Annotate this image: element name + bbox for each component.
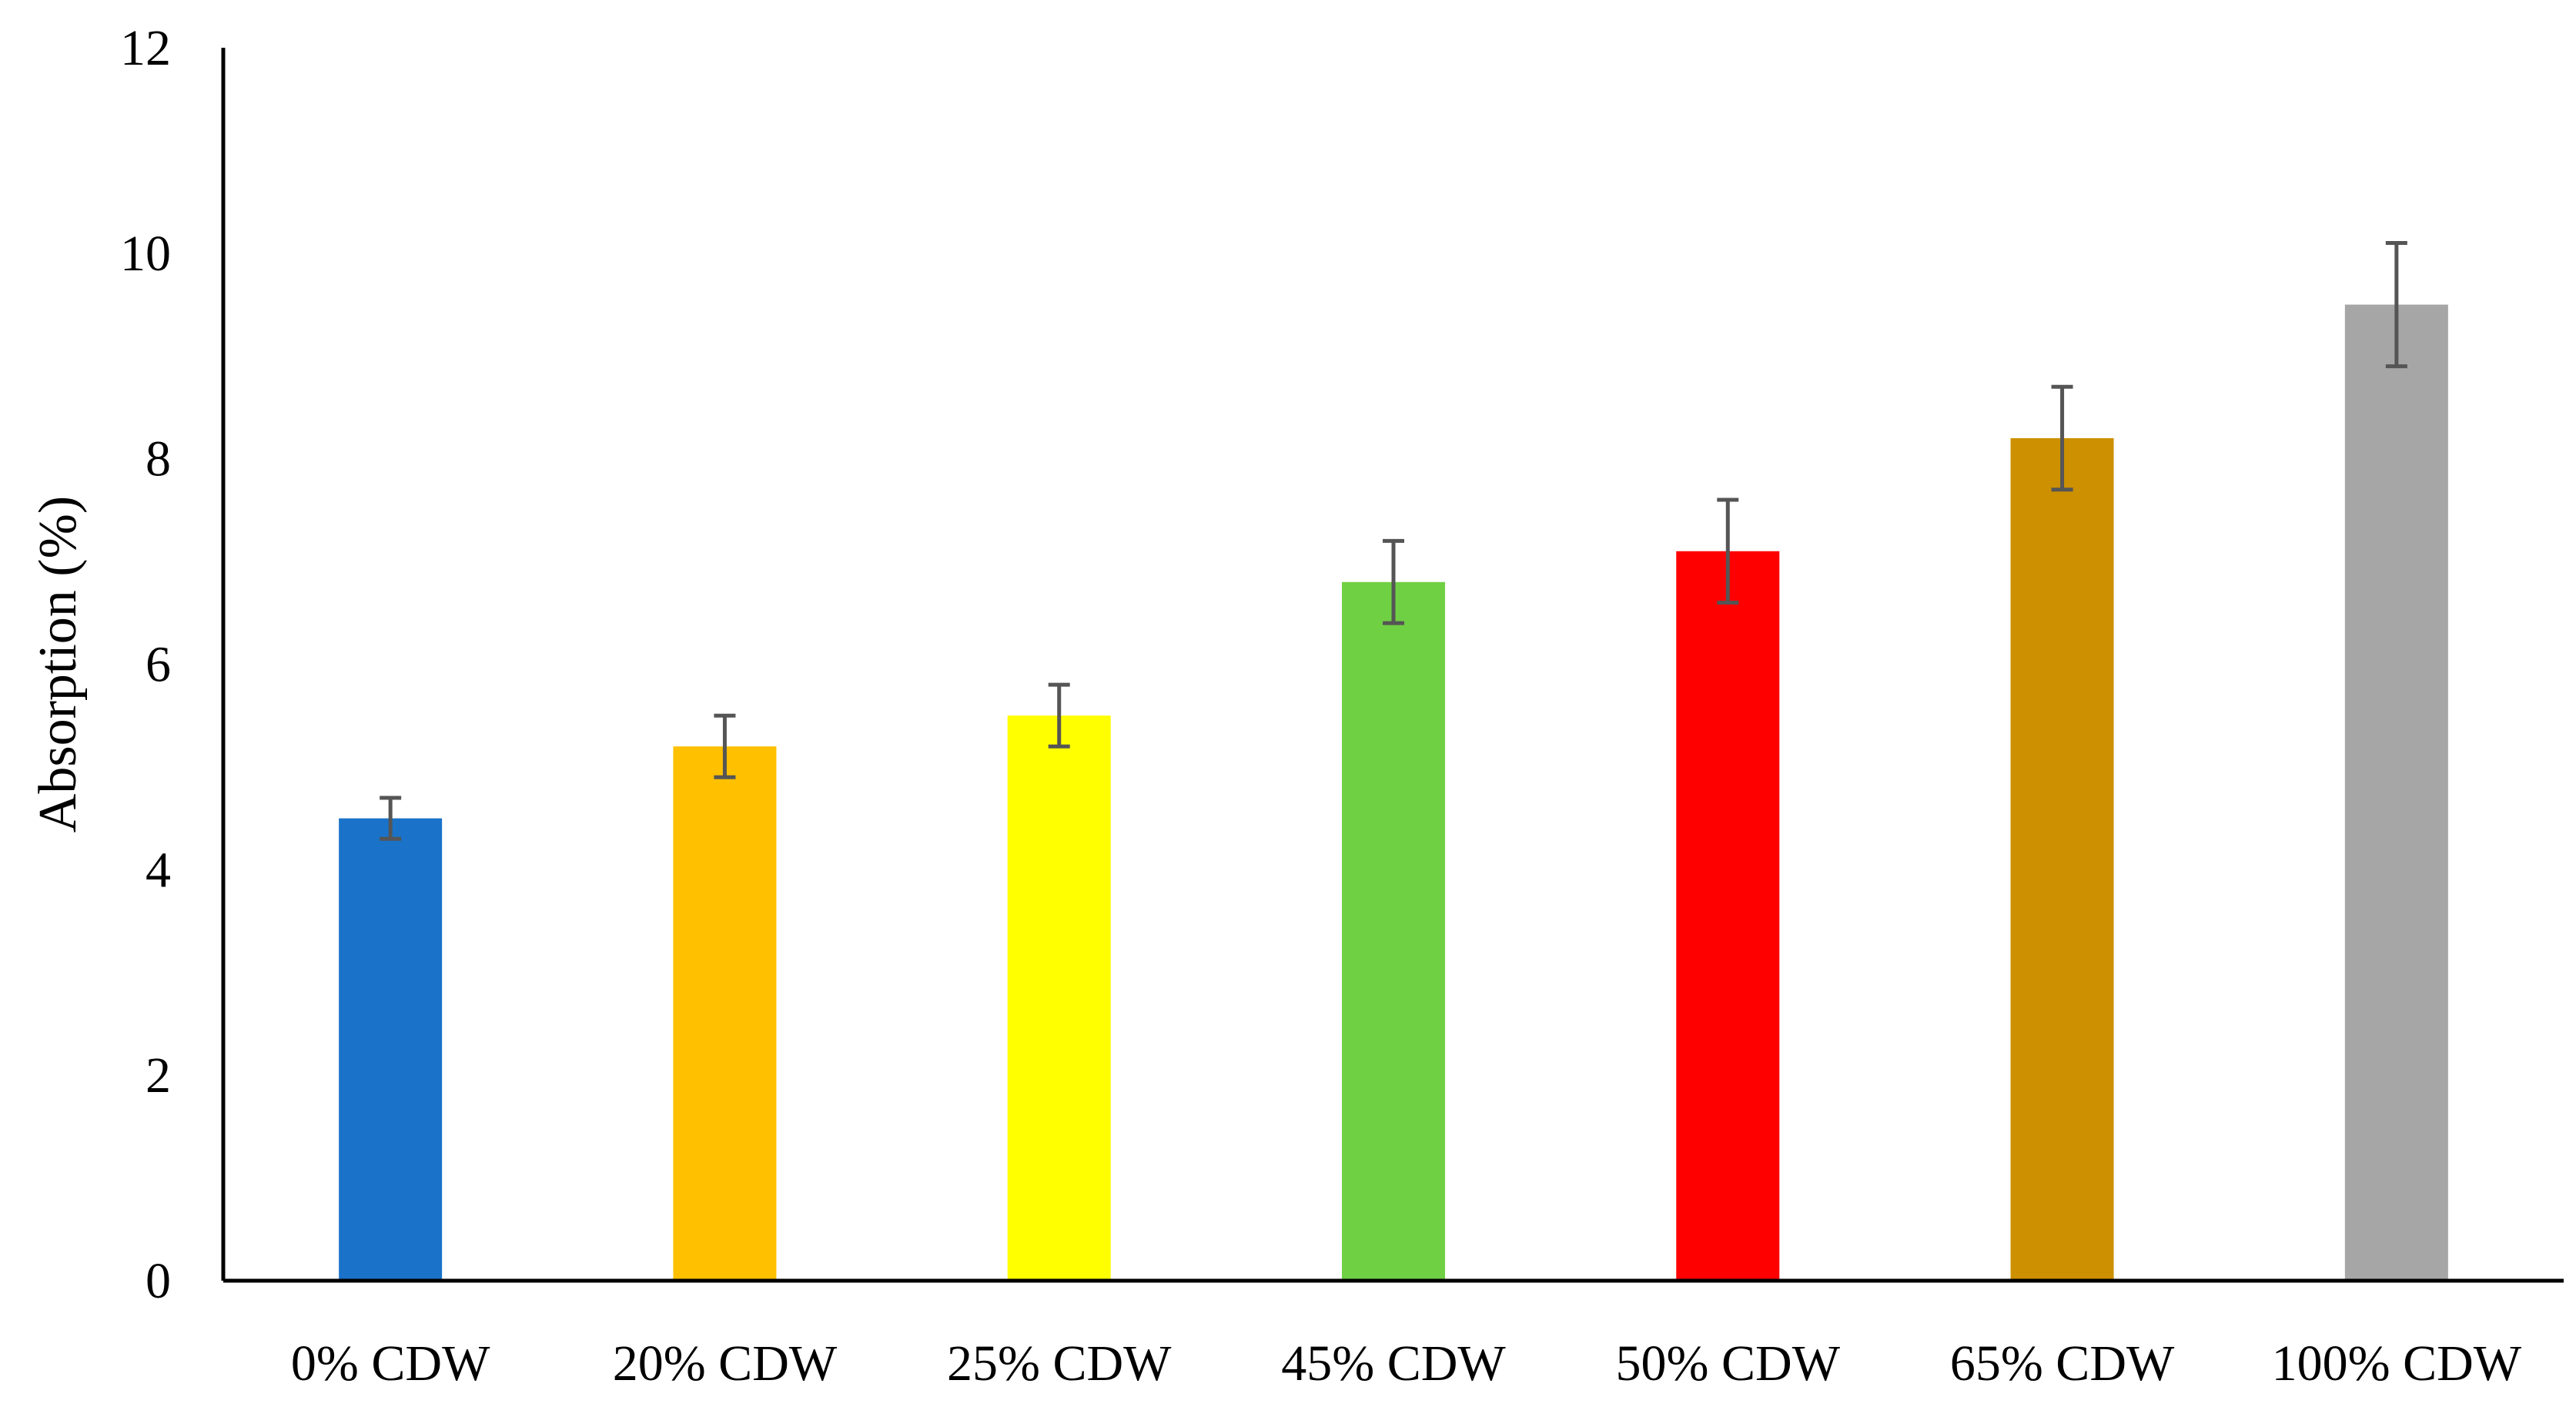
y-tick-label: 10: [120, 226, 171, 282]
x-tick-label: 20% CDW: [613, 1335, 838, 1392]
error-bar: [1048, 682, 1070, 749]
bar: [2010, 437, 2114, 1281]
x-tick-label: 45% CDW: [1281, 1335, 1506, 1392]
y-tick-label: 8: [146, 431, 171, 487]
error-bar: [1717, 497, 1739, 605]
y-tick-label: 2: [146, 1047, 171, 1104]
bar: [673, 746, 777, 1281]
y-tick-label: 0: [146, 1253, 171, 1309]
y-tick-label: 12: [120, 20, 171, 76]
error-bar: [380, 796, 402, 841]
error-bar: [2051, 384, 2073, 492]
error-bar: [2385, 240, 2407, 369]
x-axis-labels: 0% CDW 20% CDW 25% CDW 45% CDW 50% CDW 65% CD…: [291, 1335, 2522, 1392]
error-bars: [380, 240, 2407, 841]
x-tick-label: 65% CDW: [1950, 1335, 2175, 1392]
y-axis-title: Absorption (%): [28, 496, 88, 832]
bar: [339, 818, 443, 1281]
x-tick-label: 25% CDW: [947, 1335, 1172, 1392]
bar: [1676, 551, 1780, 1281]
error-bar: [1383, 538, 1404, 625]
y-axis-ticks: 0 2 4 6 8 10 12: [120, 20, 171, 1309]
error-bar: [714, 713, 736, 779]
bar: [2344, 304, 2448, 1281]
x-tick-label: 50% CDW: [1616, 1335, 1841, 1392]
bar: [1342, 581, 1445, 1281]
y-tick-label: 6: [146, 637, 171, 693]
bars: [339, 304, 2448, 1281]
y-tick-label: 4: [146, 842, 171, 898]
x-tick-label: 0% CDW: [291, 1335, 490, 1392]
x-tick-label: 100% CDW: [2272, 1335, 2522, 1392]
bar: [1007, 715, 1111, 1281]
